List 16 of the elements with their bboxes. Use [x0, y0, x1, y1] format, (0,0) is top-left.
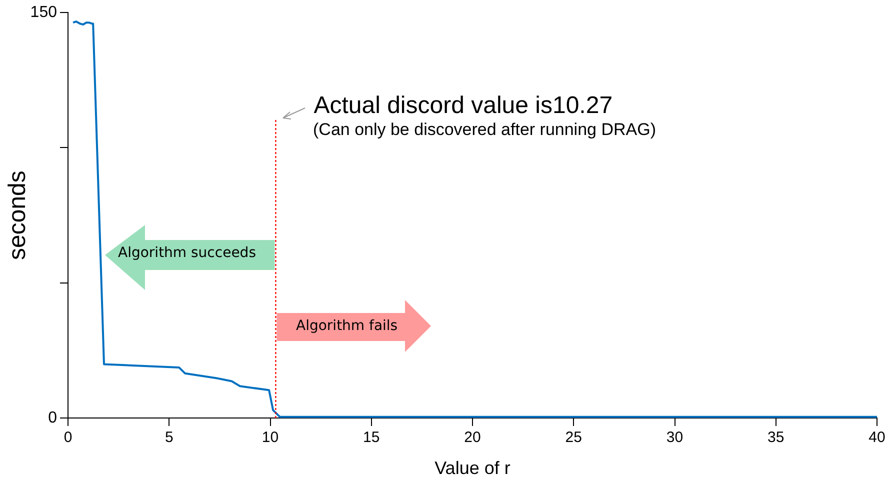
ref-line-label: Actual discord value is10.27: [314, 92, 613, 119]
x-tick-label: 25: [565, 429, 582, 446]
x-tick-label: 10: [262, 429, 279, 446]
annotation: Algorithm succeeds: [118, 245, 256, 261]
y-tick-label: 150: [30, 4, 58, 22]
x-axis-title: Value of r: [434, 458, 510, 478]
x-tick-label: 40: [868, 429, 886, 446]
x-tick-label: 20: [464, 429, 481, 446]
x-tick-label: 0: [64, 429, 72, 446]
x-tick-label: 35: [768, 429, 784, 446]
x-tick-label: 5: [164, 429, 174, 446]
annotation: (Can only be discovered after running DRAG): [313, 120, 656, 140]
x-tick-label: 30: [666, 429, 684, 446]
x-tick-label: 15: [363, 429, 380, 446]
annotation: Algorithm fails: [296, 318, 398, 334]
y-axis-title: seconds: [4, 170, 32, 260]
